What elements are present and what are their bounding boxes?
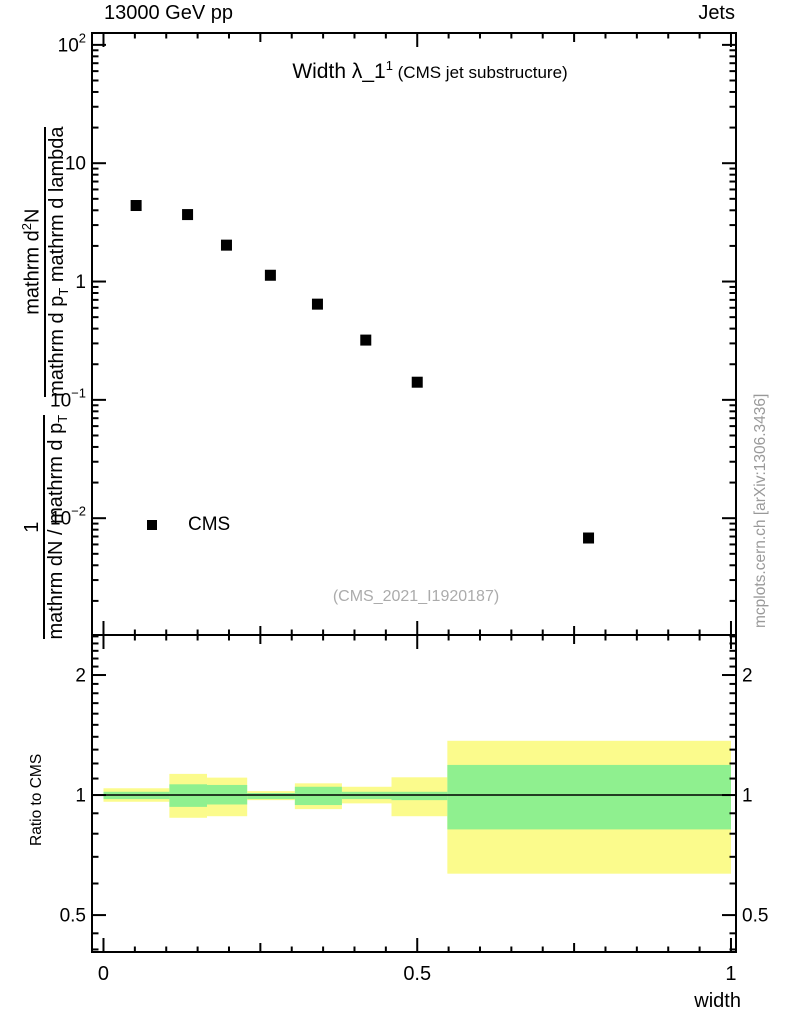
svg-text:0.5: 0.5 [742,906,768,927]
ratio-y-axis-label: Ratio to CMS [28,753,45,846]
analysis-id-watermark: (CMS_2021_I1920187) [332,588,500,605]
x-axis-label: width [694,990,741,1012]
svg-text:0: 0 [98,963,109,985]
data-markers [130,200,595,544]
ratio-panel-frame [91,634,737,953]
main-panel-frame [91,32,737,636]
svg-text:0.5: 0.5 [60,906,86,927]
svg-text:102: 102 [58,30,86,56]
svg-text:2: 2 [742,666,753,687]
fraction1-numerator: 1 [20,414,46,640]
svg-text:10−2: 10−2 [50,504,86,530]
beam-energy-label: 13000 GeV pp [104,2,233,24]
ratio-y-tick-labels: 2 2 1 1 0.5 0.5 [60,666,769,927]
x-tick-labels: 0 0.5 1 [98,963,737,985]
y-axis-label-fraction-1: 1 mathrm dN / mathrm d pT [20,414,71,640]
analysis-group-label: Jets [698,2,735,24]
main-y-tick-labels: 102 10 1 10−1 10−2 [50,30,86,529]
svg-text:0.5: 0.5 [403,963,431,985]
svg-text:1: 1 [742,786,753,807]
legend-label: CMS [188,514,231,535]
plot-title-main: Width λ_1 [292,60,386,83]
fraction2-denominator: mathrm d pT mathrm d lambda [46,126,72,397]
axis-ticks [92,33,736,952]
svg-text:10−1: 10−1 [50,385,86,411]
svg-text:1: 1 [75,786,86,807]
y-axis-label: 1 mathrm dN / mathrm d pT mathrm d2N mat… [19,110,72,656]
mcplots-arxiv-caption: mcplots.cern.ch [arXiv:1306.3436] [752,393,769,628]
y-axis-label-fraction-2: mathrm d2N mathrm d pT mathrm d lambda [19,126,72,397]
plot-title-superscript: 1 [385,58,393,73]
svg-text:1: 1 [75,272,86,293]
svg-text:2: 2 [75,666,86,687]
fraction1-denominator: mathrm dN / mathrm d pT [45,414,71,640]
svg-text:1: 1 [725,963,736,985]
plot-title: Width λ_11 (CMS jet substructure) [292,58,567,84]
svg-text:10: 10 [65,154,86,175]
plot-title-paren: (CMS jet substructure) [392,63,568,82]
legend-marker [147,520,157,530]
fraction2-numerator: mathrm d2N [19,126,47,397]
